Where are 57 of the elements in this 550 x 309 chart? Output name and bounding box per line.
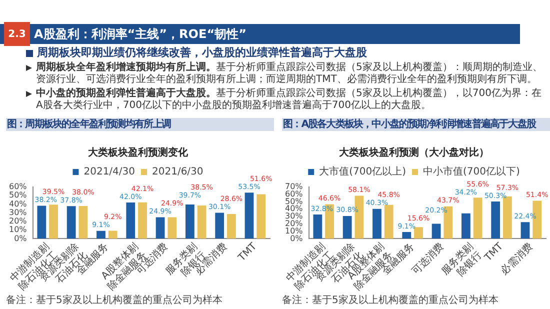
bar: [372, 208, 382, 239]
y-tick-label: 40%: [285, 204, 304, 214]
legend-label: 2021/6/30: [152, 166, 204, 178]
bar: [108, 230, 118, 239]
bar: [461, 213, 470, 239]
chart-title: 图：A股各大类板块，中小盘的预期净利润增速普遍高于大盘股: [282, 118, 550, 131]
y-tick-label: 0%: [14, 234, 28, 243]
bar: [414, 227, 423, 239]
text: 备注：基于5家及以上机构覆盖的重点公司为样本: [282, 295, 500, 306]
y-tick-label: 10%: [9, 225, 28, 234]
bar: [520, 222, 530, 239]
y-tick-label: 20%: [9, 216, 28, 226]
bar: [49, 204, 58, 239]
text: 周期板块全年盈利增速预期均有所上调。: [36, 62, 216, 73]
legend-label: 大市值(700亿以上): [319, 166, 406, 178]
text: A股盈利：利润率“主线”，ROE“韧性”: [34, 26, 246, 42]
chart-subtitle: 大类板块盈利预测（大小盘对比）: [338, 146, 489, 159]
y-tick-label: 20%: [285, 218, 304, 228]
bar: [473, 198, 482, 239]
y-tick-label: 60%: [9, 182, 28, 192]
text: 2.3: [4, 22, 30, 46]
bar: [156, 217, 165, 239]
y-tick-label: 60%: [285, 189, 304, 198]
text: 备注：基于5家及以上机构覆盖的重点公司为样本: [6, 295, 224, 306]
y-tick-label: 70%: [285, 182, 304, 192]
y-tick-label: 50%: [285, 196, 304, 206]
bar: [78, 206, 88, 239]
bar: [244, 192, 254, 239]
chart-title: 图：周期板块的全年盈利预测均有所上调: [6, 118, 274, 131]
bar: [384, 204, 394, 239]
bar: [402, 232, 412, 239]
legend-label: 2021/4/30: [84, 166, 136, 178]
bar: [432, 224, 441, 239]
text: 中小盘的预期盈利弹性普遍高于大盘股。: [36, 88, 216, 99]
bar: [197, 206, 206, 239]
y-tick-label: 50%: [9, 190, 28, 200]
y-tick-label: 40%: [9, 199, 28, 208]
bar: [185, 204, 194, 239]
bar: [37, 206, 46, 239]
bar: [491, 202, 500, 239]
bar: [227, 214, 236, 239]
bar: [342, 216, 352, 239]
bar: [215, 212, 224, 239]
text: 周期板块即期业绩仍将继续改善，小盘股的业绩弹性普遍高于大盘股: [37, 46, 367, 60]
bar: [256, 194, 266, 239]
bar: [313, 214, 322, 239]
y-tick-label: 30%: [285, 212, 304, 221]
y-tick-label: 10%: [285, 226, 304, 236]
bar: [126, 202, 136, 239]
bar: [138, 202, 147, 239]
legend-label: 中小市值(700亿以下): [423, 166, 520, 178]
chart-subtitle: 大类板块盈利预测变化: [87, 146, 189, 159]
bar: [168, 217, 177, 239]
bar: [66, 206, 76, 239]
y-tick-label: 30%: [9, 208, 28, 217]
bar: [96, 230, 106, 239]
y-tick-label: 0%: [290, 234, 304, 243]
